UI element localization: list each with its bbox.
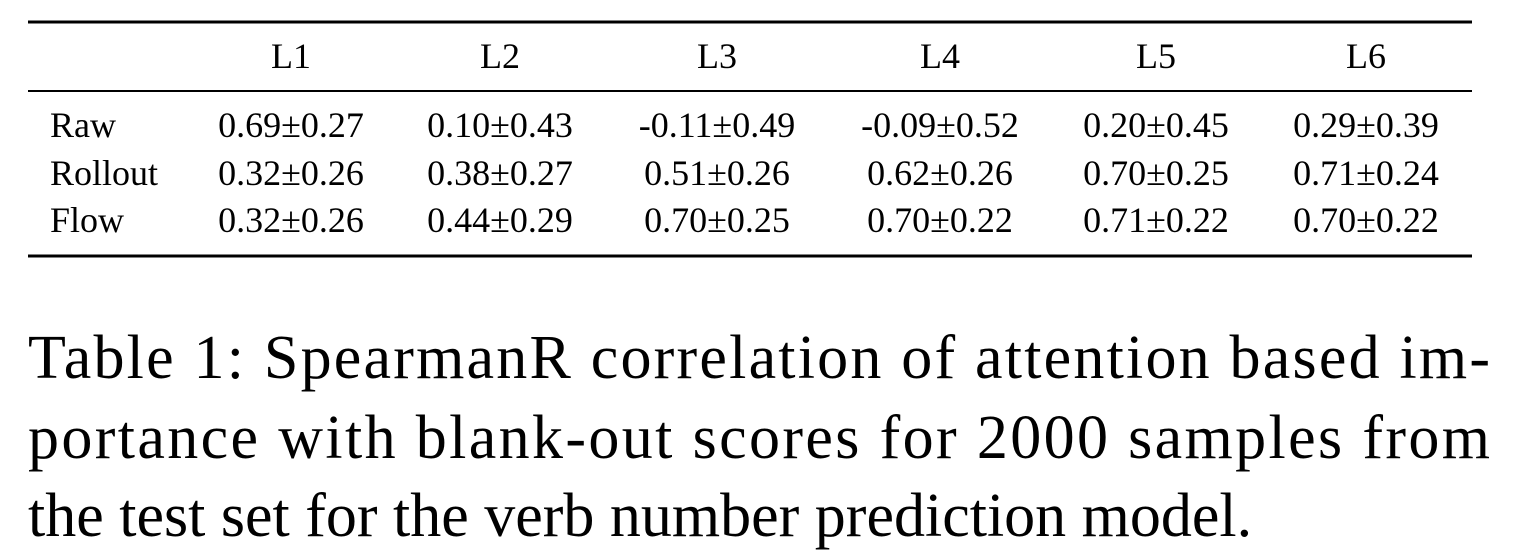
column-header: L5 bbox=[1136, 36, 1176, 76]
table-cell: 0.70±0.25 bbox=[644, 200, 790, 240]
table-cell: 0.71±0.22 bbox=[1083, 200, 1229, 240]
table-cell: -0.11±0.49 bbox=[639, 105, 795, 145]
table-cell: 0.69±0.27 bbox=[218, 105, 364, 145]
caption-line: Table 1: SpearmanR correlation of attent… bbox=[28, 324, 1490, 392]
caption-line: the test set for the verb number predict… bbox=[28, 482, 1252, 550]
row-label: Raw bbox=[50, 105, 116, 145]
column-header: L3 bbox=[697, 36, 737, 76]
row-label: Flow bbox=[50, 200, 124, 240]
column-header: L1 bbox=[271, 36, 311, 76]
table-cell: 0.70±0.25 bbox=[1083, 153, 1229, 193]
table-cell: 0.71±0.24 bbox=[1293, 153, 1439, 193]
table-cell: 0.70±0.22 bbox=[867, 200, 1013, 240]
table-cell: 0.32±0.26 bbox=[218, 200, 364, 240]
column-header: L6 bbox=[1346, 36, 1386, 76]
table-cell: 0.20±0.45 bbox=[1083, 105, 1229, 145]
table-cell: 0.51±0.26 bbox=[644, 153, 790, 193]
table-cell: 0.70±0.22 bbox=[1293, 200, 1439, 240]
table-cell: 0.10±0.43 bbox=[427, 105, 573, 145]
table-cell: 0.44±0.29 bbox=[427, 200, 573, 240]
table-cell: 0.38±0.27 bbox=[427, 153, 573, 193]
table-cell: 0.32±0.26 bbox=[218, 153, 364, 193]
row-label: Rollout bbox=[50, 153, 158, 193]
table-cell: 0.29±0.39 bbox=[1293, 105, 1439, 145]
table-cell: -0.09±0.52 bbox=[861, 105, 1019, 145]
column-header: L2 bbox=[480, 36, 520, 76]
column-header: L4 bbox=[920, 36, 960, 76]
table-cell: 0.62±0.26 bbox=[867, 153, 1013, 193]
caption-line: portance with blank-out scores for 2000 … bbox=[28, 404, 1490, 472]
